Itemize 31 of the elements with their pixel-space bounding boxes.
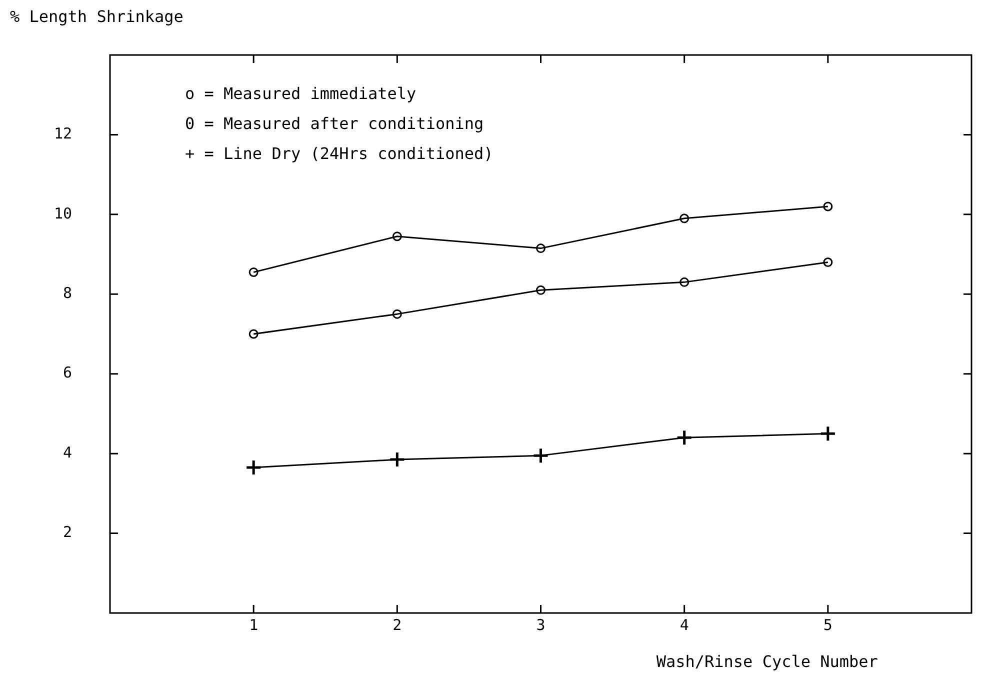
point bbox=[823, 202, 833, 212]
x-tick-label: 3 bbox=[536, 616, 546, 634]
point bbox=[245, 459, 262, 476]
point bbox=[820, 425, 836, 442]
x-axis-title: Wash/Rinse Cycle Number bbox=[656, 652, 878, 672]
point bbox=[388, 451, 406, 468]
point bbox=[392, 232, 402, 242]
point bbox=[536, 244, 546, 254]
point bbox=[823, 258, 833, 268]
point bbox=[248, 329, 258, 339]
y-tick-label: 12 bbox=[54, 124, 72, 143]
point bbox=[680, 214, 690, 224]
y-tick-label: 8 bbox=[62, 284, 72, 302]
x-tick-label: 5 bbox=[823, 616, 832, 634]
y-tick-label: 10 bbox=[54, 204, 72, 222]
point bbox=[392, 309, 402, 319]
y-tick-label: 4 bbox=[62, 443, 72, 462]
y-axis-title: % Length Shrinkage bbox=[10, 7, 184, 26]
point bbox=[248, 267, 258, 277]
point bbox=[536, 285, 546, 295]
y-tick-label: 2 bbox=[62, 523, 72, 542]
annotation: 0 = Measured after conditioning bbox=[185, 114, 484, 134]
annotation: + = Line Dry (24Hrs conditioned) bbox=[185, 144, 494, 164]
x-tick-label: 4 bbox=[680, 616, 689, 634]
annotation: o = Measured immediately bbox=[185, 84, 417, 104]
point bbox=[676, 429, 693, 446]
x-tick-label: 2 bbox=[392, 616, 402, 634]
point bbox=[680, 277, 690, 287]
point bbox=[532, 447, 549, 464]
y-tick-label: 6 bbox=[62, 364, 72, 382]
x-tick-label: 1 bbox=[249, 616, 258, 634]
